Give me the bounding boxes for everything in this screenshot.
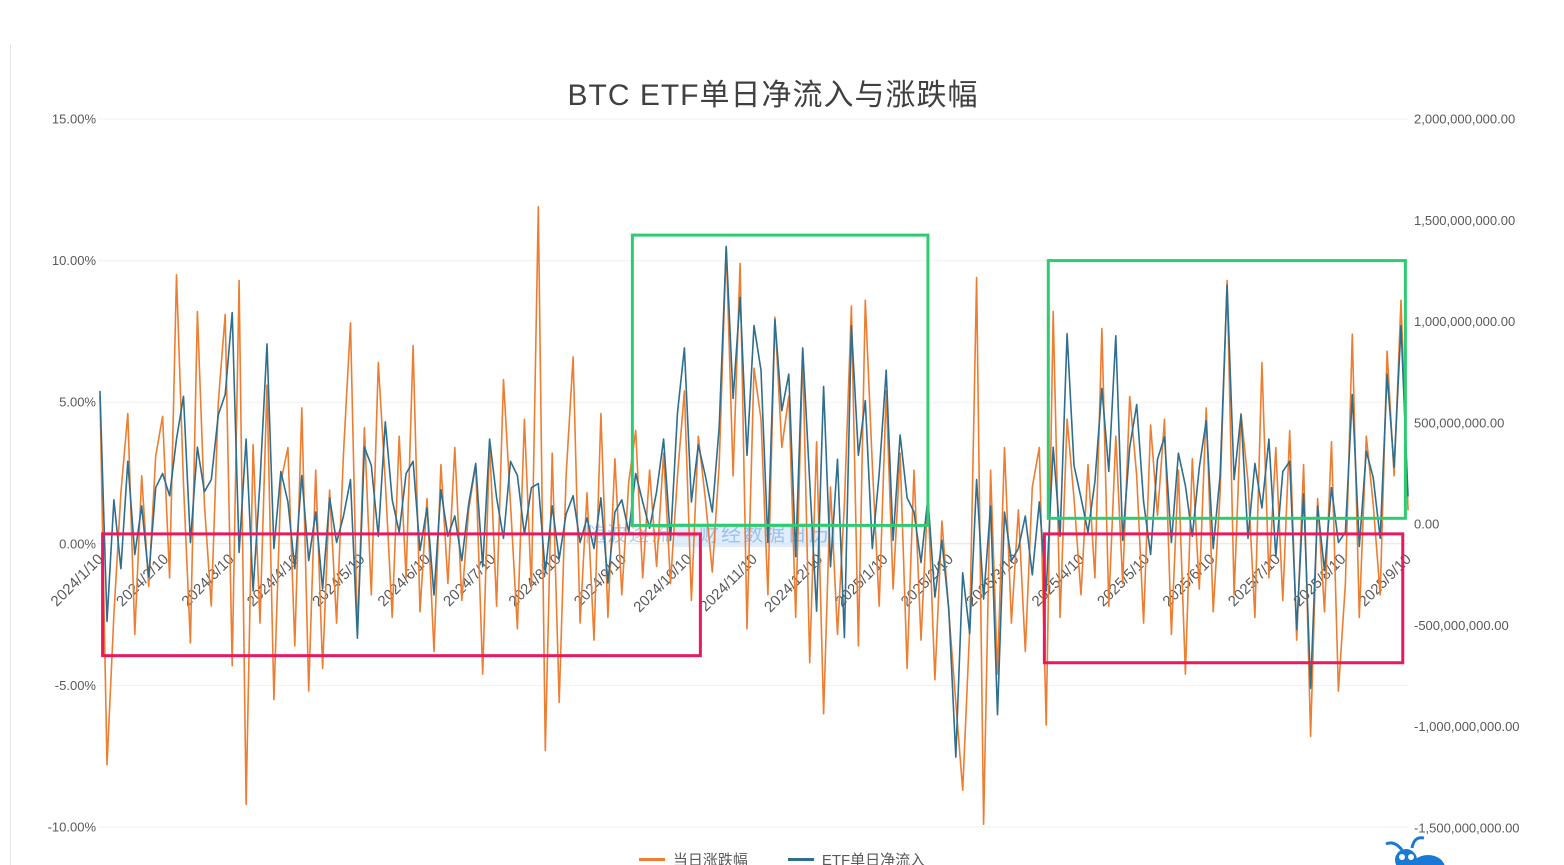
right-axis-tick-label: 1,000,000,000.00 <box>1414 314 1515 329</box>
legend-swatch-inflow-line <box>787 858 814 861</box>
left-axis-tick-label: 0.00% <box>59 536 96 551</box>
x-axis-tick-label: 2024/1/10 <box>48 551 107 610</box>
right-axis-tick-label: 1,500,000,000.00 <box>1414 213 1515 228</box>
legend-label-inflow: ETF单日净流入 <box>821 852 926 865</box>
left-axis-tick-label: -10.00% <box>48 820 97 835</box>
right-axis-tick-label: 0.00 <box>1414 517 1439 532</box>
legend-item-inflow: ETF单日净流入 <box>787 849 926 865</box>
annotation-box <box>101 532 702 658</box>
legend: 当日涨跌幅 ETF单日净流入 <box>0 849 1564 865</box>
ant-logo <box>1385 836 1445 865</box>
x-axis-tick-label: 2024/10/10 <box>630 551 695 616</box>
left-axis-tick-label: 15.00% <box>52 112 97 127</box>
x-axis-tick-label: 2024/11/10 <box>697 551 761 615</box>
left-axis-tick-label: 10.00% <box>52 253 97 268</box>
right-axis-tick-label: -500,000,000.00 <box>1414 618 1509 633</box>
legend-swatch-pct-line <box>638 858 665 861</box>
right-axis-tick-label: 2,000,000,000.00 <box>1414 112 1515 127</box>
left-axis-tick-label: 5.00% <box>59 395 96 410</box>
annotation-box <box>630 233 930 527</box>
left-axis-tick-label: -5.00% <box>55 678 97 693</box>
x-axis-tick-label: 2025/9/10 <box>1356 551 1415 610</box>
chart-title: BTC ETF单日净流入与涨跌幅 <box>567 79 979 112</box>
x-axis-tick-label: 2024/6/10 <box>375 551 434 610</box>
chart-frame-border <box>10 44 11 865</box>
annotation-box <box>1046 259 1407 520</box>
legend-item-pct: 当日涨跌幅 <box>638 849 748 865</box>
right-axis-tick-label: 500,000,000.00 <box>1414 415 1504 430</box>
legend-label-pct: 当日涨跌幅 <box>672 852 748 865</box>
series-line-etf-inflow <box>99 245 1409 758</box>
right-axis-tick-label: -1,500,000,000.00 <box>1414 821 1520 836</box>
right-axis-tick-label: -1,000,000,000.00 <box>1414 719 1520 734</box>
annotation-box <box>1042 532 1405 665</box>
